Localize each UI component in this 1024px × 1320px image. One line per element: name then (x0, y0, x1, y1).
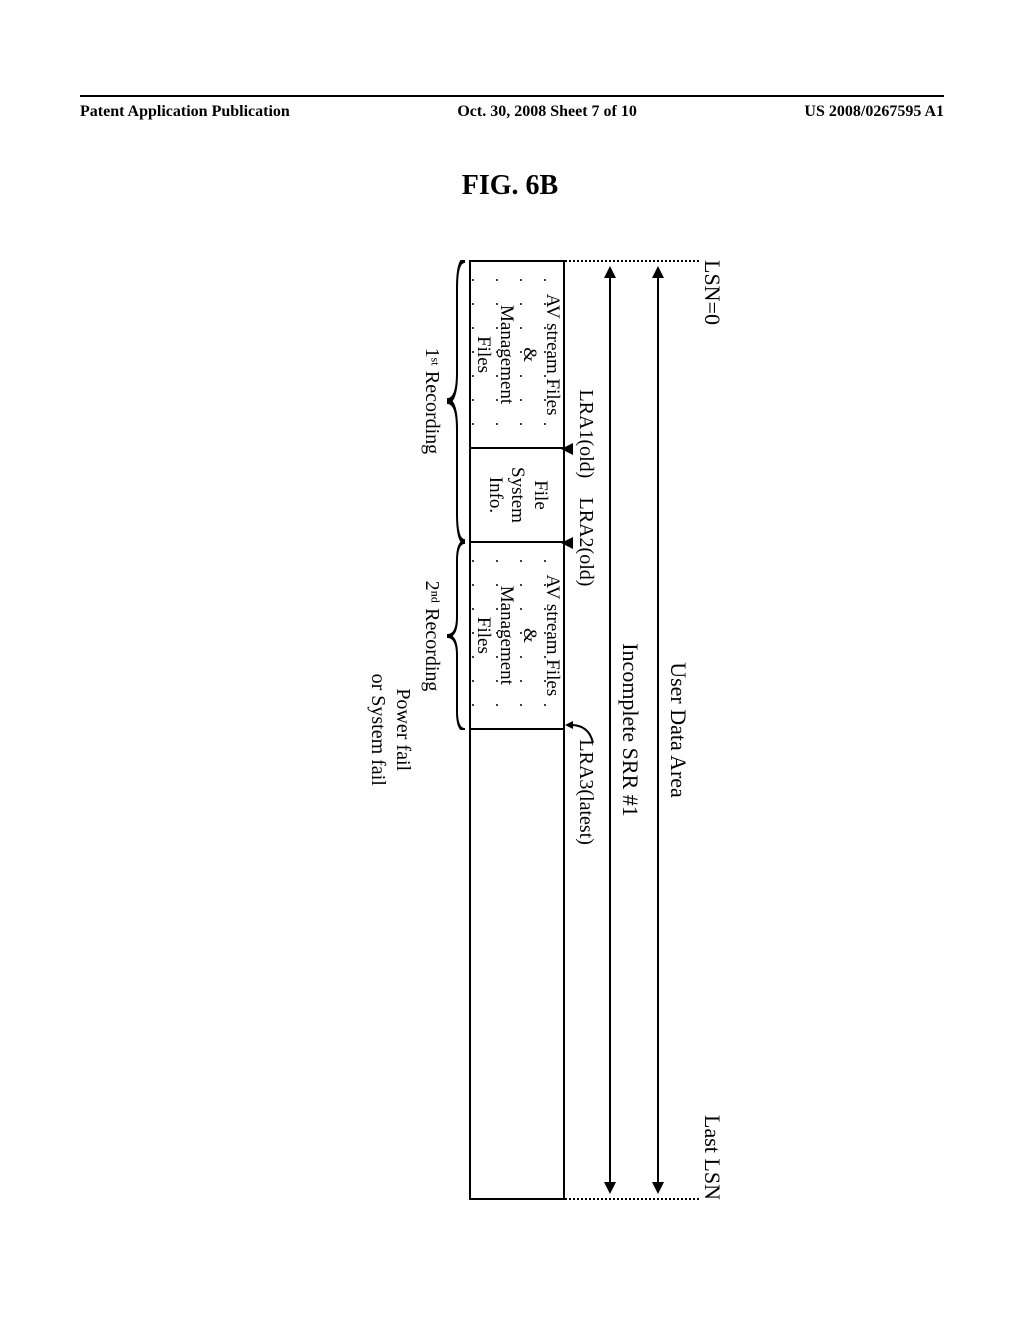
cell-empty (471, 730, 563, 1198)
cell-av2-l4: Files (471, 617, 494, 654)
fail-line1: Power fail (390, 674, 415, 786)
cell-fsinfo-l2: System (506, 467, 529, 523)
header-right: US 2008/0267595 A1 (804, 103, 944, 121)
brace-2 (445, 542, 465, 730)
lsn-end-label: Last LSN (699, 1115, 725, 1200)
brace-1-label: 1ˢᵗ Recording (420, 260, 443, 542)
lra3-arrow-icon (561, 721, 595, 751)
lsn-start-label: LSN=0 (699, 260, 725, 325)
figure-6b: FIG. 6B LSN=0 Last LSN User Data Area In… (100, 170, 920, 1220)
lra3-label: LRA3(latest) (574, 739, 597, 845)
incomplete-srr-extent (609, 268, 611, 1192)
cell-fsinfo: File System Info. (471, 449, 563, 543)
user-data-area-label: User Data Area (665, 662, 691, 798)
cell-av2-l2: & (517, 628, 540, 643)
figure-title: FIG. 6B (462, 170, 558, 202)
fail-label: Power fail or System fail (365, 674, 415, 786)
cell-av1-l2: & (517, 347, 540, 362)
brace-1 (445, 260, 465, 542)
cell-av1-l1: AV stream Files (540, 294, 563, 416)
cell-fsinfo-l3: Info. (483, 477, 506, 513)
cell-av2-l3: Management (494, 586, 517, 685)
lra1-label: LRA1(old) (574, 389, 597, 478)
cell-av2: AV stream Files & Management Files (471, 543, 563, 730)
fail-line2: or System fail (365, 674, 390, 786)
figure-body: LSN=0 Last LSN User Data Area Incomplete… (295, 260, 725, 1200)
cell-fsinfo-l1: File (528, 480, 551, 510)
cell-av1: AV stream Files & Management Files (471, 262, 563, 449)
lra2-label: LRA2(old) (574, 498, 597, 587)
user-data-area-extent (657, 268, 659, 1192)
data-cells-row: AV stream Files & Management Files File … (469, 260, 565, 1200)
header-center: Oct. 30, 2008 Sheet 7 of 10 (457, 103, 637, 121)
incomplete-srr-label: Incomplete SRR #1 (617, 643, 643, 817)
cell-av1-l4: Files (471, 336, 494, 373)
cell-av1-l3: Management (494, 305, 517, 404)
cell-av2-l1: AV stream Files (540, 575, 563, 697)
header-left: Patent Application Publication (80, 103, 290, 121)
brace-2-label: 2ⁿᵈ Recording (420, 542, 443, 730)
